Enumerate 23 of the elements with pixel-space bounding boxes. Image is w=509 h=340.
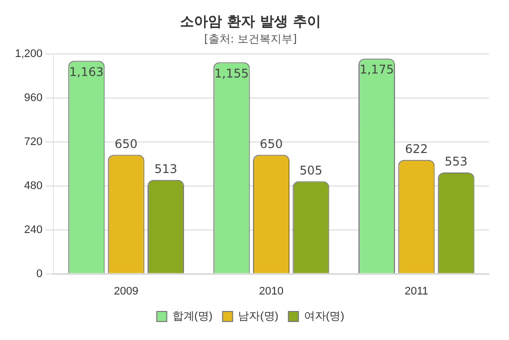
data-label: 513	[154, 162, 178, 176]
data-label: 1,163	[69, 64, 104, 79]
data-label: 505	[299, 163, 322, 178]
legend-label: 남자(명)	[238, 310, 278, 323]
data-label: 1,175	[360, 62, 394, 77]
y-tick-label: 1,200	[14, 48, 43, 60]
data-label: 553	[444, 154, 468, 169]
legend-label: 합계(명)	[172, 310, 213, 323]
y-tick-label: 240	[24, 224, 43, 236]
y-tick-label: 720	[24, 136, 43, 148]
y-tick-label: 480	[24, 180, 43, 192]
chart-title: 소아암 환자 발생 추이	[180, 14, 321, 30]
x-tick-label: 2011	[404, 285, 428, 298]
chart-subtitle: [출처: 보건복지부]	[204, 32, 297, 46]
y-tick-label: 960	[24, 92, 43, 104]
y-tick-label: 0	[36, 268, 43, 280]
data-label: 650	[260, 136, 283, 151]
data-label: 650	[114, 136, 138, 151]
data-label: 622	[404, 142, 428, 156]
x-tick-label: 2009	[114, 285, 138, 298]
legend-label: 여자(명)	[304, 310, 344, 323]
data-label: 1,155	[214, 66, 249, 80]
x-tick-label: 2010	[259, 285, 284, 298]
